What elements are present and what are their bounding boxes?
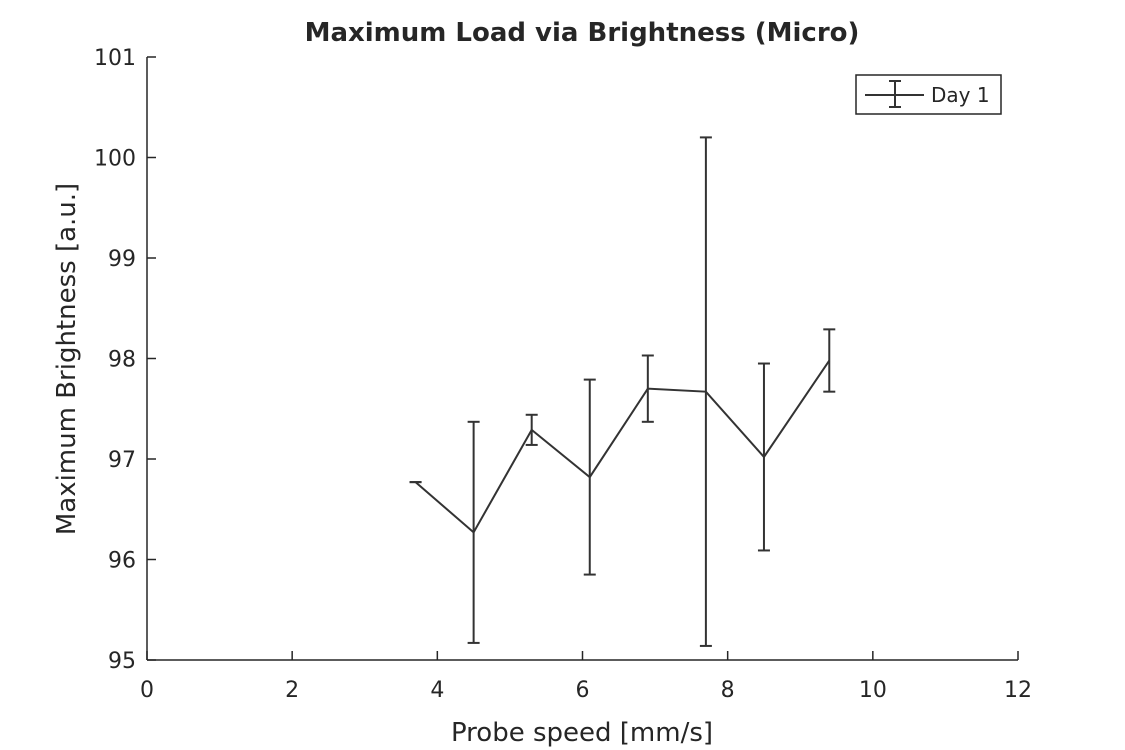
legend-label-day-1: Day 1 [931, 83, 990, 107]
x-tick-label: 2 [285, 678, 299, 703]
series-line-day-1 [414, 359, 831, 534]
x-tick-label: 12 [1004, 678, 1032, 703]
legend: Day 1 [855, 74, 1002, 115]
axes: 0 2 4 6 8 10 12 95 96 97 98 99 100 101 [94, 46, 1032, 703]
x-tick-label: 4 [430, 678, 444, 703]
y-tick-label: 98 [108, 348, 136, 373]
x-tick-label: 0 [140, 678, 154, 703]
chart-title: Maximum Load via Brightness (Micro) [305, 18, 860, 48]
y-tick-label: 99 [108, 247, 136, 272]
y-tick-label: 96 [108, 549, 136, 574]
y-tick-label: 101 [94, 46, 136, 71]
y-axis-label: Maximum Brightness [a.u.] [52, 183, 82, 535]
x-axis-label: Probe speed [mm/s] [451, 718, 713, 748]
y-tick-label: 95 [108, 649, 136, 674]
x-tick-label: 6 [576, 678, 590, 703]
y-tick-label: 100 [94, 147, 136, 172]
x-tick-label: 10 [859, 678, 887, 703]
x-tick-label: 8 [721, 678, 735, 703]
legend-line-sample [865, 80, 924, 108]
y-tick-label: 97 [108, 448, 136, 473]
plot-area [409, 136, 836, 647]
